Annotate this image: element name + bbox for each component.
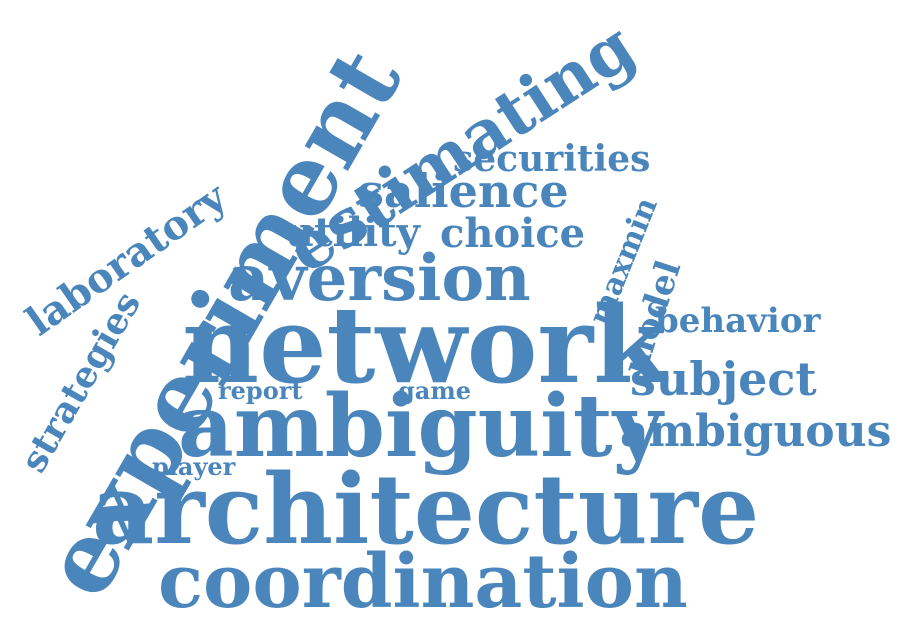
word-subject: subject — [630, 352, 817, 406]
word-choice: choice — [440, 210, 586, 257]
word-behavior: behavior — [655, 301, 821, 341]
word-aversion: aversion — [228, 241, 531, 316]
word-game: game — [398, 376, 471, 405]
word-architecture: architecture — [92, 453, 760, 566]
word-ambiguity: ambiguity — [178, 376, 663, 477]
word-coordination: coordination — [158, 539, 688, 619]
word-network: network — [182, 282, 667, 407]
word-ambiguous: ambiguous — [620, 406, 892, 457]
word-utility: utility — [285, 209, 420, 256]
word-player: player — [152, 452, 236, 481]
word-securities: securities — [453, 138, 651, 180]
word-report: report — [218, 376, 303, 405]
word-salience: salience — [358, 164, 569, 218]
